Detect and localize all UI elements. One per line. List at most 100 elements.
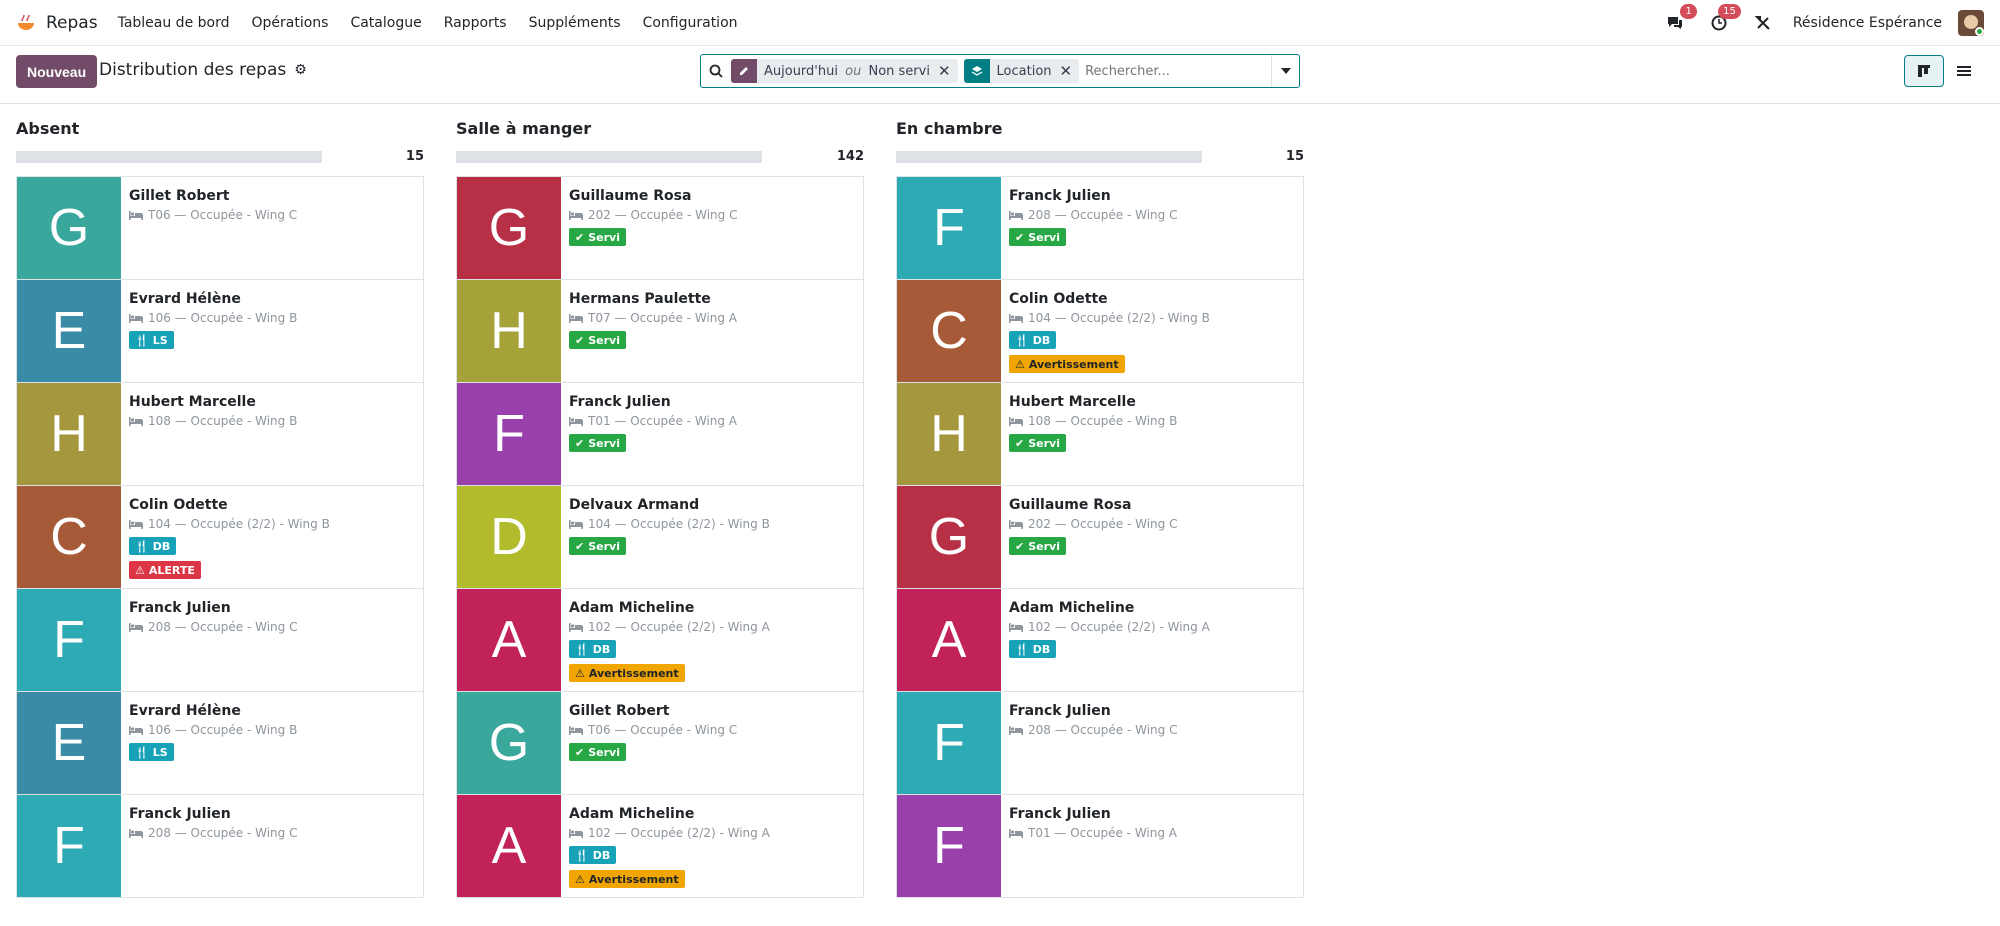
resident-initial-tile: H	[457, 280, 561, 382]
messages-count-badge: 1	[1680, 4, 1697, 19]
check-icon: ✔	[1015, 539, 1025, 553]
room-info: 108 — Occupée - Wing B	[1009, 414, 1295, 428]
messages-button[interactable]: 1	[1665, 4, 1697, 33]
meal-bowl-icon[interactable]	[16, 13, 36, 33]
warning-badge: ⚠ Avertissement	[1009, 355, 1125, 373]
room-info: 208 — Occupée - Wing C	[1009, 208, 1295, 222]
company-switcher[interactable]: Résidence Espérance	[1792, 15, 1942, 31]
card-body: Adam Micheline 102 — Occupée (2/2) - Wing…	[561, 589, 863, 691]
activities-button[interactable]: 15	[1709, 4, 1741, 33]
app-name[interactable]: Repas	[46, 12, 98, 33]
kanban-card[interactable]: H Hubert Marcelle 108 — Occupée - Wing B	[16, 382, 424, 486]
card-body: Evrard Hélène 106 — Occupée - Wing B 🍴 LS	[121, 280, 423, 382]
column-title[interactable]: Salle à manger	[456, 119, 592, 138]
menu-operations[interactable]: Opérations	[251, 14, 329, 31]
kanban-card[interactable]: F Franck Julien 208 — Occupée - Wing C	[896, 691, 1304, 795]
column-title[interactable]: Absent	[16, 119, 80, 138]
search-bar: Aujourd'hui ou Non servi ✕ Location ✕	[700, 54, 1300, 88]
room-text: 202 — Occupée - Wing C	[588, 208, 738, 222]
filter-facet[interactable]: Aujourd'hui ou Non servi ✕	[731, 59, 958, 83]
column-title[interactable]: En chambre	[896, 119, 1003, 138]
kanban-card[interactable]: A Adam Micheline 102 — Occupée (2/2) - Win…	[456, 794, 864, 898]
kanban-card[interactable]: F Franck Julien 208 — Occupée - Wing C ✔ Ser…	[896, 176, 1304, 280]
room-info: 208 — Occupée - Wing C	[129, 620, 415, 634]
check-icon: ✔	[575, 539, 585, 553]
room-info: 106 — Occupée - Wing B	[129, 723, 415, 737]
badge-label: DB	[1032, 642, 1051, 656]
room-text: T01 — Occupée - Wing A	[1028, 826, 1177, 840]
menu-tableau-de-bord[interactable]: Tableau de bord	[117, 14, 230, 31]
bed-icon	[129, 520, 143, 529]
kanban-card[interactable]: A Adam Micheline 102 — Occupée (2/2) - Win…	[456, 588, 864, 692]
menu-rapports[interactable]: Rapports	[443, 14, 507, 31]
filter-facet-close-icon[interactable]: ✕	[937, 62, 951, 80]
kanban-card[interactable]: A Adam Micheline 102 — Occupée (2/2) - Win…	[896, 588, 1304, 692]
resident-initial-tile: F	[17, 795, 121, 897]
user-avatar[interactable]	[1958, 10, 1984, 36]
kanban-card[interactable]: F Franck Julien T01 — Occupée - Wing A ✔ Ser…	[456, 382, 864, 486]
card-body: Gillet Robert T06 — Occupée - Wing C	[121, 177, 423, 279]
search-options-toggle[interactable]	[1271, 55, 1299, 87]
resident-initial-tile: E	[17, 692, 121, 794]
menu-supplements[interactable]: Suppléments	[528, 14, 621, 31]
control-panel: Nouveau Distribution des repas ⚙ Aujourd…	[0, 46, 2000, 104]
utensils-icon: 🍴	[575, 848, 589, 862]
resident-initial-tile: D	[457, 486, 561, 588]
search-input[interactable]	[1085, 57, 1271, 85]
room-info: T06 — Occupée - Wing C	[569, 723, 855, 737]
kanban-card[interactable]: F Franck Julien T01 — Occupée - Wing A	[896, 794, 1304, 898]
kanban-card[interactable]: C Colin Odette 104 — Occupée (2/2) - Wing …	[16, 485, 424, 589]
kanban-card[interactable]: G Gillet Robert T06 — Occupée - Wing C	[16, 176, 424, 280]
list-view-button[interactable]	[1944, 55, 1984, 87]
groupby-facet-close-icon[interactable]: ✕	[1059, 62, 1073, 80]
served-badge: ✔ Servi	[569, 228, 626, 246]
warning-triangle-icon: ⚠	[575, 666, 585, 680]
gear-icon[interactable]: ⚙	[294, 62, 307, 78]
menu-catalogue[interactable]: Catalogue	[350, 14, 422, 31]
resident-name: Adam Micheline	[569, 600, 695, 616]
kanban-view-button[interactable]	[1904, 55, 1944, 87]
column-progress-bar[interactable]	[456, 151, 762, 163]
alert-badge: ⚠ ALERTE	[129, 561, 201, 579]
kanban-card[interactable]: H Hermans Paulette T07 — Occupée - Wing A ✔…	[456, 279, 864, 383]
caret-down-icon	[1280, 68, 1291, 74]
resident-name: Gillet Robert	[129, 188, 230, 204]
search-icon[interactable]	[701, 55, 731, 87]
badge-label: Avertissement	[588, 666, 679, 680]
utensils-icon: 🍴	[135, 539, 149, 553]
groupby-facet-label: Location	[996, 63, 1052, 79]
room-text: 106 — Occupée - Wing B	[148, 311, 298, 325]
resident-name: Adam Micheline	[569, 806, 695, 822]
room-text: T07 — Occupée - Wing A	[588, 311, 737, 325]
groupby-facet[interactable]: Location ✕	[963, 59, 1080, 83]
kanban-card[interactable]: C Colin Odette 104 — Occupée (2/2) - Wing …	[896, 279, 1304, 383]
kanban-card[interactable]: E Evrard Hélène 106 — Occupée - Wing B 🍴 LS	[16, 279, 424, 383]
kanban-card[interactable]: G Gillet Robert T06 — Occupée - Wing C ✔ Ser…	[456, 691, 864, 795]
column-progress-bar[interactable]	[896, 151, 1202, 163]
kanban-card[interactable]: G Guillaume Rosa 202 — Occupée - Wing C ✔ Se…	[456, 176, 864, 280]
card-body: Franck Julien T01 — Occupée - Wing A	[1001, 795, 1303, 897]
kanban-card[interactable]: D Delvaux Armand 104 — Occupée (2/2) - Win…	[456, 485, 864, 589]
tools-button[interactable]	[1753, 13, 1773, 33]
kanban-card[interactable]: F Franck Julien 208 — Occupée - Wing C	[16, 794, 424, 898]
menu-configuration[interactable]: Configuration	[642, 14, 738, 31]
room-text: 104 — Occupée (2/2) - Wing B	[588, 517, 770, 531]
new-button[interactable]: Nouveau	[16, 55, 98, 88]
utensils-icon: 🍴	[575, 642, 589, 656]
room-info: 104 — Occupée (2/2) - Wing B	[129, 517, 415, 531]
room-info: 202 — Occupée - Wing C	[569, 208, 855, 222]
column-progress-bar[interactable]	[16, 151, 322, 163]
resident-name: Franck Julien	[1009, 703, 1111, 719]
kanban-card[interactable]: E Evrard Hélène 106 — Occupée - Wing B 🍴 LS	[16, 691, 424, 795]
card-body: Franck Julien 208 — Occupée - Wing C	[121, 795, 423, 897]
kanban-card[interactable]: F Franck Julien 208 — Occupée - Wing C	[16, 588, 424, 692]
resident-initial-tile: G	[457, 177, 561, 279]
kanban-card[interactable]: H Hubert Marcelle 108 — Occupée - Wing B ✔ S…	[896, 382, 1304, 486]
kanban-card[interactable]: G Guillaume Rosa 202 — Occupée - Wing C ✔ Se…	[896, 485, 1304, 589]
resident-initial-tile: F	[457, 383, 561, 485]
resident-initial-tile: H	[897, 383, 1001, 485]
badge-label: LS	[152, 745, 168, 759]
bed-icon	[129, 829, 143, 838]
bed-icon	[1009, 417, 1023, 426]
room-text: 202 — Occupée - Wing C	[1028, 517, 1178, 531]
